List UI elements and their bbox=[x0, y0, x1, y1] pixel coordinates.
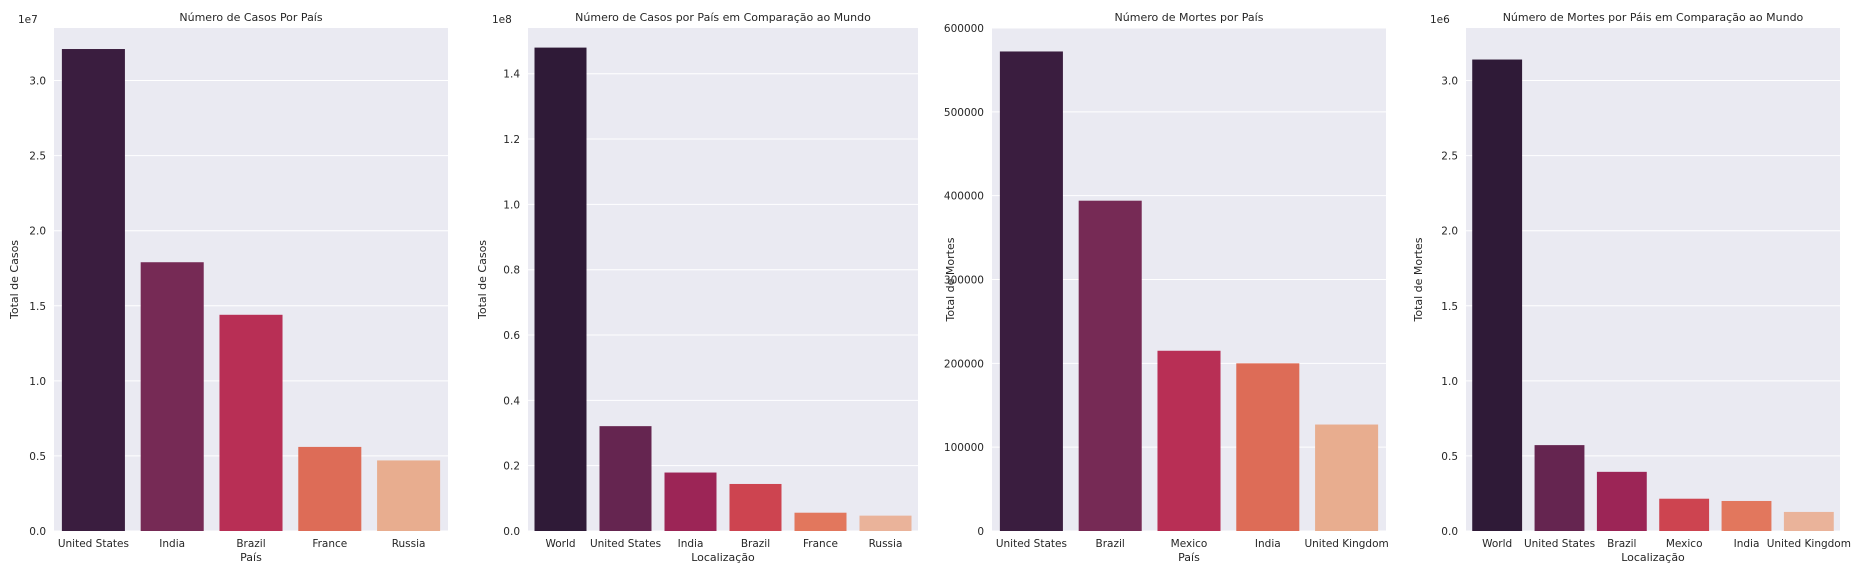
bar bbox=[534, 47, 587, 531]
y-tick-label: 200000 bbox=[944, 358, 984, 370]
x-axis-label: Localização bbox=[691, 551, 755, 564]
x-tick-label: United Kingdom bbox=[1767, 538, 1851, 550]
x-tick-label: United States bbox=[58, 538, 129, 550]
bar bbox=[61, 49, 125, 531]
x-tick-label: Mexico bbox=[1666, 538, 1703, 550]
y-tick-label: 2.0 bbox=[29, 226, 46, 238]
bar bbox=[377, 460, 441, 531]
axis-multiplier: 1e8 bbox=[492, 14, 512, 26]
x-tick-label: United States bbox=[590, 538, 661, 550]
bar bbox=[999, 51, 1063, 532]
y-tick-label: 0.0 bbox=[29, 526, 46, 538]
x-tick-label: France bbox=[312, 538, 347, 550]
x-axis-label: País bbox=[240, 551, 262, 564]
y-tick-label: 0.2 bbox=[503, 461, 520, 473]
chart-deaths-by-country: 0 100000 200000 300000 400000 500000 600000 Uni… bbox=[944, 11, 1389, 564]
chart-title: Número de Mortes por Páis em Comparação … bbox=[1503, 11, 1804, 24]
chart-title: Número de Casos por País em Comparação a… bbox=[575, 11, 871, 24]
y-tick-label: 0.0 bbox=[503, 526, 520, 538]
x-tick-label: World bbox=[545, 538, 575, 550]
bar bbox=[729, 483, 782, 531]
x-tick-label: Mexico bbox=[1171, 538, 1208, 550]
bar bbox=[1236, 363, 1300, 531]
y-tick-label: 3.0 bbox=[29, 76, 46, 88]
y-axis-label: Total de Mortes bbox=[944, 237, 957, 322]
y-tick-label: 300000 bbox=[944, 275, 984, 287]
bar bbox=[664, 472, 717, 531]
y-tick-label: 0.5 bbox=[29, 451, 46, 463]
bar bbox=[1078, 200, 1142, 532]
bar bbox=[1534, 445, 1585, 531]
x-tick-label: World bbox=[1482, 538, 1512, 550]
axis-multiplier: 1e7 bbox=[18, 14, 38, 26]
y-tick-label: 1.5 bbox=[29, 301, 46, 313]
y-tick-label: 1.4 bbox=[503, 69, 520, 81]
y-tick-label: 0.6 bbox=[503, 330, 520, 342]
bar bbox=[1472, 59, 1523, 531]
x-tick-label: India bbox=[1734, 538, 1760, 550]
chart-cases-by-country: 0.0 0.5 1.0 1.5 2.0 2.5 3.0 United States India B… bbox=[8, 11, 448, 564]
x-tick-label: France bbox=[803, 538, 838, 550]
y-axis-label: Total de Mortes bbox=[1412, 237, 1425, 322]
bar bbox=[1157, 350, 1221, 531]
y-tick-label: 1.0 bbox=[1441, 376, 1458, 388]
chart-panel-cases-vs-world: 0.0 0.2 0.4 0.6 0.8 1.0 1.2 1.4 World United Stat… bbox=[468, 0, 936, 576]
y-tick-label: 1.5 bbox=[1441, 301, 1458, 313]
chart-title: Número de Casos Por País bbox=[179, 11, 322, 24]
x-tick-label: Russia bbox=[392, 538, 426, 550]
y-tick-label: 500000 bbox=[944, 107, 984, 119]
y-tick-label: 2.5 bbox=[29, 151, 46, 163]
chart-panel-cases-by-country: 0.0 0.5 1.0 1.5 2.0 2.5 3.0 United States India B… bbox=[0, 0, 468, 576]
bar bbox=[1659, 498, 1710, 531]
chart-panel-deaths-vs-world: 0.0 0.5 1.0 1.5 2.0 2.5 3.0 World United States B… bbox=[1404, 0, 1872, 576]
bar bbox=[1596, 471, 1647, 531]
y-tick-label: 0.5 bbox=[1441, 451, 1458, 463]
bar bbox=[1315, 424, 1379, 531]
bar bbox=[1783, 511, 1834, 531]
y-tick-label: 2.0 bbox=[1441, 226, 1458, 238]
x-tick-label: India bbox=[1255, 538, 1281, 550]
y-axis-label: Total de Casos bbox=[476, 240, 489, 320]
chart-cases-vs-world: 0.0 0.2 0.4 0.6 0.8 1.0 1.2 1.4 World United Stat… bbox=[476, 11, 918, 564]
y-tick-label: 0 bbox=[977, 526, 984, 538]
x-axis-label: Localização bbox=[1621, 551, 1685, 564]
axis-multiplier: 1e6 bbox=[1430, 14, 1450, 26]
x-tick-label: India bbox=[159, 538, 185, 550]
x-tick-label: Brazil bbox=[236, 538, 265, 550]
bar bbox=[859, 515, 912, 531]
y-tick-label: 1.2 bbox=[503, 134, 520, 146]
x-axis-label: País bbox=[1178, 551, 1200, 564]
y-tick-label: 100000 bbox=[944, 442, 984, 454]
x-tick-label: United States bbox=[996, 538, 1067, 550]
y-tick-label: 600000 bbox=[944, 23, 984, 35]
chart-title: Número de Mortes por País bbox=[1115, 11, 1264, 24]
x-tick-label: Brazil bbox=[741, 538, 770, 550]
y-tick-label: 0.4 bbox=[503, 395, 520, 407]
bar bbox=[298, 446, 362, 531]
chart-panel-deaths-by-country: 0 100000 200000 300000 400000 500000 600000 Uni… bbox=[936, 0, 1404, 576]
y-tick-label: 2.5 bbox=[1441, 151, 1458, 163]
y-tick-label: 0.0 bbox=[1441, 526, 1458, 538]
plot-area bbox=[1466, 28, 1840, 531]
x-tick-label: Brazil bbox=[1607, 538, 1636, 550]
y-tick-label: 400000 bbox=[944, 191, 984, 203]
bar bbox=[1721, 500, 1772, 531]
x-tick-label: United States bbox=[1524, 538, 1595, 550]
x-tick-label: Brazil bbox=[1096, 538, 1125, 550]
y-tick-label: 0.8 bbox=[503, 265, 520, 277]
bar bbox=[219, 314, 283, 531]
chart-deaths-vs-world: 0.0 0.5 1.0 1.5 2.0 2.5 3.0 World United States B… bbox=[1412, 11, 1851, 564]
x-tick-label: Russia bbox=[869, 538, 903, 550]
bar bbox=[140, 262, 204, 531]
y-axis-label: Total de Casos bbox=[8, 240, 21, 320]
bar bbox=[599, 426, 652, 531]
y-tick-label: 1.0 bbox=[29, 376, 46, 388]
x-tick-label: United Kingdom bbox=[1304, 538, 1388, 550]
y-tick-label: 3.0 bbox=[1441, 76, 1458, 88]
bar bbox=[794, 512, 847, 531]
y-tick-label: 1.0 bbox=[503, 199, 520, 211]
x-tick-label: India bbox=[678, 538, 704, 550]
plot-area bbox=[528, 28, 918, 531]
